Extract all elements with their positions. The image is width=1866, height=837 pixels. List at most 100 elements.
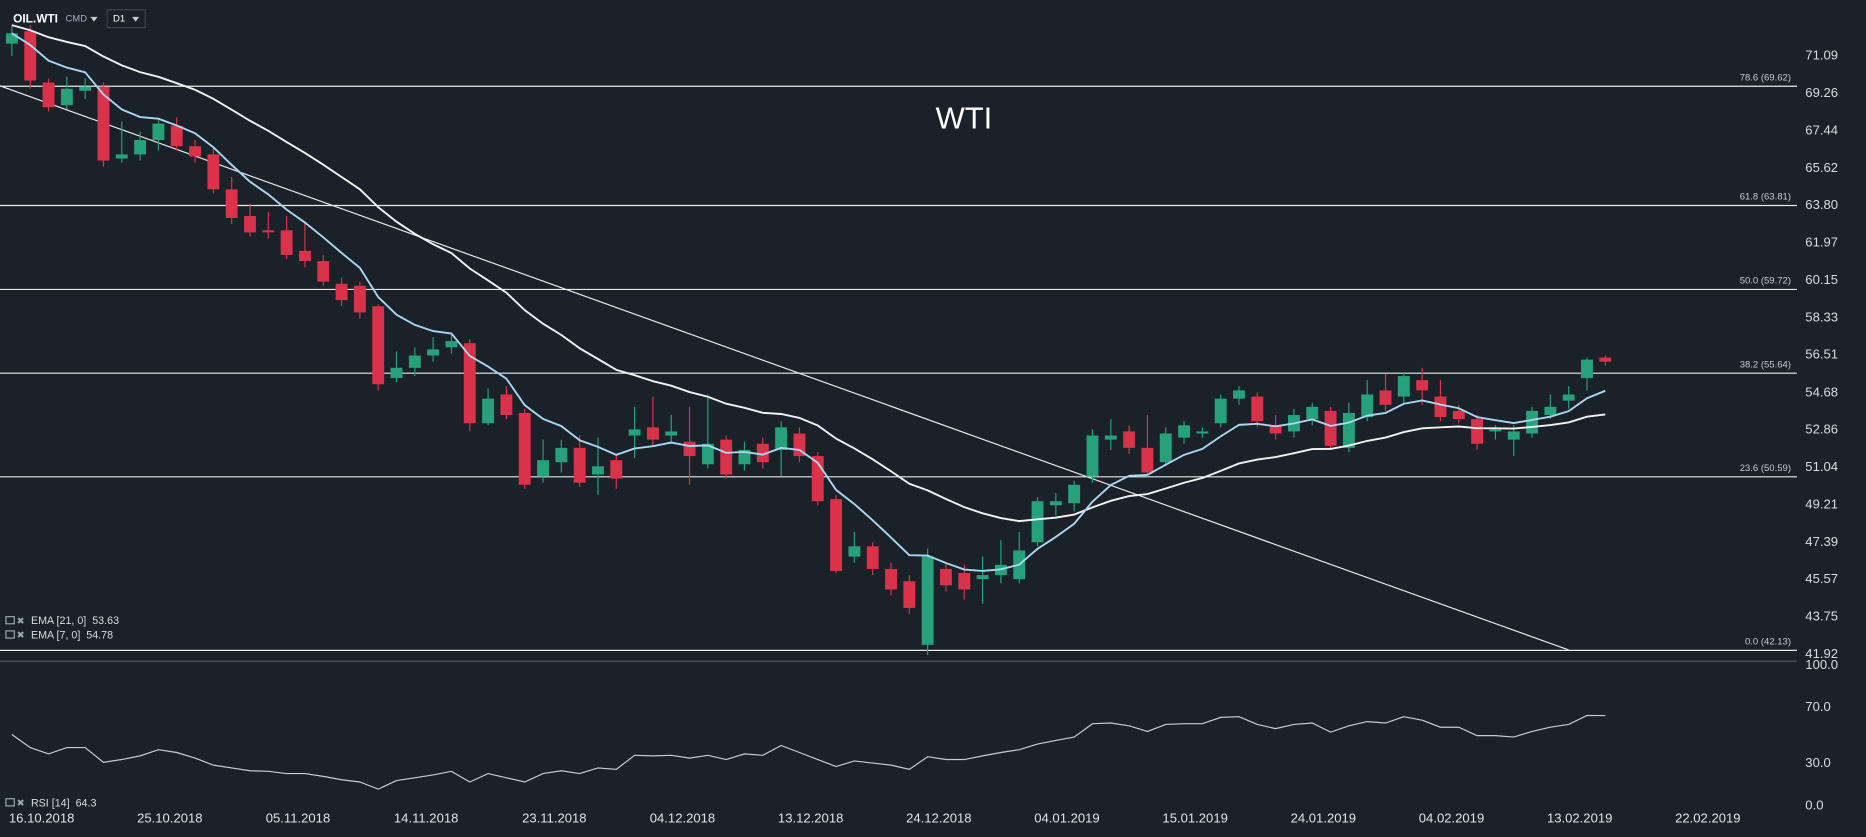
candle-body (1416, 380, 1429, 391)
timeframe[interactable]: D1 (113, 14, 125, 25)
candle-body (482, 398, 495, 424)
market[interactable]: CMD (65, 14, 87, 25)
legend-close: ✖ (17, 616, 25, 627)
fib-label: 61.8 (63.81) (1740, 192, 1791, 203)
candle-body (427, 349, 440, 356)
x-tick-label: 16.10.2018 (9, 810, 74, 825)
ema-line (11, 32, 1606, 572)
candle-body (408, 355, 421, 368)
fib-label: 50.0 (59.72) (1740, 276, 1791, 287)
candle-body (335, 283, 348, 301)
candle-body (701, 443, 714, 465)
x-tick-label: 25.10.2018 (137, 810, 202, 825)
legend-name: RSI [14] (31, 797, 70, 809)
candle-body (573, 447, 586, 483)
candle-body (1251, 396, 1264, 422)
candle-body (775, 427, 788, 450)
legend-close: ✖ (17, 630, 25, 641)
candle-body (1269, 425, 1282, 434)
symbol[interactable]: OIL.WTI (13, 11, 58, 25)
x-tick-label: 15.01.2019 (1162, 810, 1227, 825)
candle-body (830, 499, 843, 571)
y-tick-label: 63.80 (1805, 197, 1838, 212)
candle-body (1049, 501, 1062, 506)
candle-body (1031, 501, 1044, 543)
fib-label: 78.6 (69.62) (1740, 72, 1791, 83)
fib-label: 0.0 (42.13) (1745, 637, 1791, 648)
candle-body (1471, 419, 1484, 444)
candle-body (42, 82, 55, 108)
candle-body (646, 427, 659, 440)
y-tick-label: 41.92 (1805, 646, 1838, 661)
candle-body (24, 31, 37, 81)
candle-body (958, 573, 971, 590)
x-tick-label: 22.02.2019 (1675, 810, 1740, 825)
x-tick-label: 04.01.2019 (1034, 810, 1099, 825)
trendline (0, 85, 1569, 651)
candle-body (1086, 435, 1099, 477)
timeframe-box[interactable] (106, 9, 146, 29)
x-tick-label: 13.02.2019 (1547, 810, 1612, 825)
y-tick-label: 56.51 (1805, 347, 1838, 362)
candle-body (317, 261, 330, 282)
y-tick-label: 47.39 (1805, 534, 1838, 549)
candle-body (445, 341, 458, 348)
candle-body (1581, 359, 1593, 379)
candle-body (97, 86, 110, 161)
dropdown-arrow[interactable] (132, 16, 140, 22)
y-tick-label: 51.04 (1805, 459, 1838, 474)
chart-title: WTI (936, 101, 993, 136)
legend-icon (5, 616, 15, 625)
candle-body (940, 568, 952, 586)
candle-body (1123, 431, 1136, 448)
y-tick-label: 43.75 (1805, 609, 1838, 624)
candle-body (280, 230, 293, 255)
x-tick-label: 14.11.2018 (394, 810, 458, 825)
candle-body (628, 429, 641, 436)
legend-icon (5, 798, 15, 807)
candle-body (537, 460, 549, 477)
candle-body (610, 460, 623, 479)
candle-body (60, 88, 73, 106)
y-tick-label: 70.0 (1805, 699, 1830, 714)
candle-body (665, 431, 678, 436)
legend-value: 54.78 (86, 630, 113, 642)
candle-body (756, 443, 769, 463)
candle-body (683, 441, 696, 457)
x-tick-label: 24.01.2019 (1291, 810, 1356, 825)
candle-body (1544, 406, 1557, 416)
candle-body (1306, 406, 1319, 420)
candle-body (115, 154, 128, 159)
legend-name: EMA [21, 0] (31, 615, 86, 627)
legend-name: EMA [7, 0] (31, 630, 80, 642)
candle-body (811, 456, 824, 502)
candle-body (518, 412, 531, 485)
candle-body (152, 123, 165, 141)
candle-body (225, 189, 238, 219)
candle-body (793, 433, 806, 457)
candle-body (1361, 394, 1374, 418)
legend-value: 53.63 (92, 615, 119, 627)
legend-icon (5, 630, 15, 639)
candle-body (1397, 376, 1410, 397)
candle-body (720, 439, 733, 475)
x-tick-label: 05.11.2018 (266, 810, 330, 825)
candle-body (903, 581, 916, 608)
candle-body (390, 367, 403, 379)
candle-body (1507, 431, 1520, 440)
candle-body (1599, 357, 1612, 362)
y-tick-label: 49.21 (1805, 497, 1838, 512)
x-tick-label: 23.11.2018 (522, 810, 586, 825)
candle-body (1196, 431, 1209, 434)
y-tick-label: 52.86 (1805, 422, 1838, 437)
candle-body (866, 546, 879, 569)
y-tick-label: 71.09 (1805, 48, 1838, 63)
candle-body (298, 250, 311, 262)
y-tick-label: 65.62 (1805, 160, 1838, 175)
dropdown-arrow[interactable] (90, 16, 98, 22)
candle-body (1489, 429, 1502, 432)
candle-body (1562, 394, 1575, 401)
fib-label: 38.2 (55.64) (1740, 359, 1791, 370)
